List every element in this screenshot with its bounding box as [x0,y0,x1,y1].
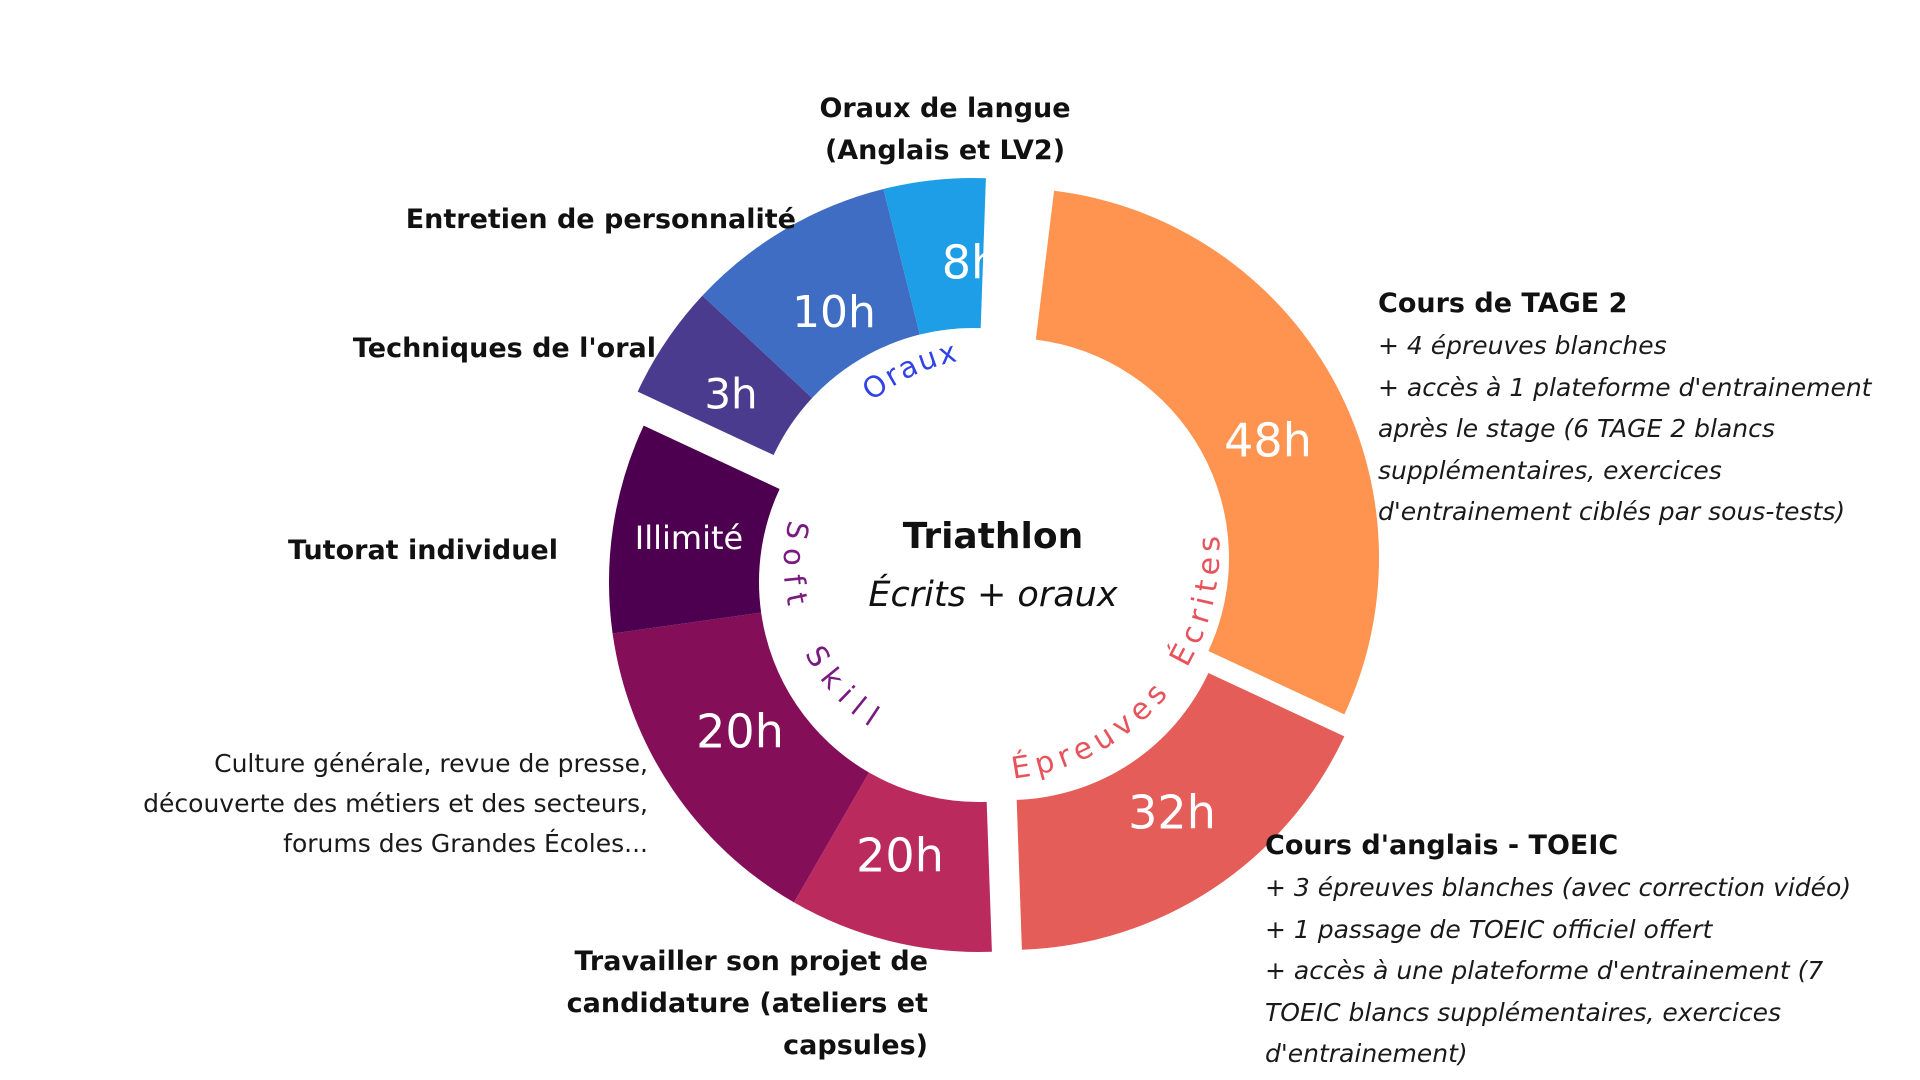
label-culture: Culture générale, revue de presse, décou… [110,744,648,864]
value-entretien: 10h [792,287,876,338]
value-techniques: 3h [704,370,757,419]
value-tutorat: Illimité [635,519,743,557]
center-subtitle: Écrits + oraux [868,573,1117,615]
segment-langues [883,177,986,335]
value-projet: 20h [856,829,944,883]
label-line: Culture générale, revue de presse, [214,749,648,778]
segment-techniques [637,295,813,456]
segment-tage2 [1035,190,1380,715]
label-toeic-item: + 3 épreuves blanches (avec correction v… [1265,873,1852,902]
label-tage2-item: d'entrainement ciblés par sous-tests) [1378,497,1846,526]
label-tage2-item: supplémentaires, exercices [1378,455,1722,485]
value-langues: 8h [942,236,1000,290]
label-line: Techniques de l'oral [352,333,656,364]
label-line: capsules) [783,1030,928,1061]
label-toeic: Cours d'anglais - TOEIC + 3 épreuves bla… [1265,825,1905,1075]
label-toeic-title: Cours d'anglais - TOEIC [1265,830,1619,861]
segment-projet [794,772,992,952]
label-techniques-oral: Techniques de l'oral [300,328,656,370]
label-toeic-item: + 1 passage de TOEIC officiel offert [1265,914,1713,944]
label-line: Tutorat individuel [288,535,558,566]
label-line: Travailler son projet de [574,946,928,977]
label-tutorat: Tutorat individuel [240,530,558,572]
label-toeic-item: + accès à une plateforme d'entrainement … [1265,956,1824,985]
label-line: Oraux de langue [819,93,1071,124]
label-tage2-title: Cours de TAGE 2 [1378,288,1628,319]
label-oraux-de-langue: Oraux de langue (Anglais et LV2) [780,88,1110,172]
label-toeic-item: d'entrainement) [1265,1039,1468,1068]
value-toeic: 32h [1128,786,1216,840]
label-tage2-item: + 4 épreuves blanches [1378,331,1667,360]
segment-entretien [702,188,920,398]
label-projet: Travailler son projet de candidature (at… [560,941,928,1067]
label-tage2-item: après le stage (6 TAGE 2 blancs [1378,414,1775,443]
label-tage2: Cours de TAGE 2 + 4 épreuves blanches + … [1378,283,1898,533]
label-line: candidature (ateliers et [566,988,928,1019]
center-title: Triathlon [903,516,1084,557]
label-tage2-item: + accès à 1 plateforme d'entrainement [1378,372,1872,402]
label-entretien: Entretien de personnalité [380,199,796,241]
label-line: forums des Grandes Écoles... [283,829,648,858]
donut-ring [609,177,1380,952]
label-toeic-item: TOEIC blancs supplémentaires, exercices [1265,997,1782,1027]
label-line: Entretien de personnalité [405,204,796,235]
value-tage2: 48h [1224,414,1312,468]
segment-tutorat [609,425,780,634]
label-line: découverte des métiers et des secteurs, [143,789,648,818]
segment-culture [612,612,869,903]
label-line: (Anglais et LV2) [824,135,1066,166]
value-culture: 20h [696,705,784,759]
segment-toeic [1016,672,1345,950]
